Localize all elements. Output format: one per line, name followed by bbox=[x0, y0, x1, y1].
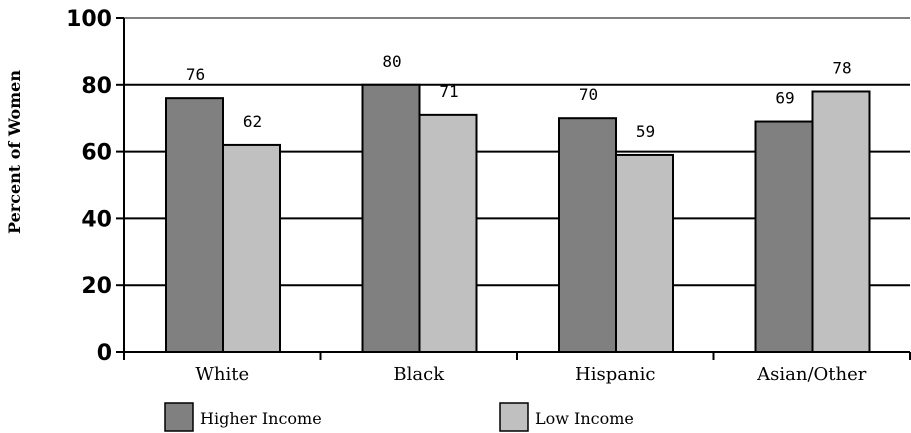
data-label: 70 bbox=[579, 85, 598, 104]
y-axis-label: Percent of Women bbox=[5, 70, 24, 234]
data-label: 76 bbox=[186, 65, 205, 84]
axes bbox=[116, 17, 911, 360]
y-tick-label: 40 bbox=[81, 207, 112, 232]
bars bbox=[165, 83, 871, 354]
legend-swatch bbox=[499, 402, 529, 432]
bar bbox=[615, 153, 674, 353]
legend-label: Low Income bbox=[535, 409, 634, 428]
x-tick-label: Hispanic bbox=[575, 364, 655, 385]
data-label: 59 bbox=[636, 122, 655, 141]
data-label: 62 bbox=[243, 112, 262, 131]
bar bbox=[754, 120, 814, 354]
bar bbox=[361, 83, 421, 354]
legend-swatch bbox=[164, 402, 194, 432]
labels: 0 20 40 60 80 100 76 62 White 80 71 Black 70 59 Hispan… bbox=[66, 7, 867, 385]
x-tick-label: Black bbox=[393, 364, 445, 385]
bar bbox=[558, 117, 617, 353]
data-label: 80 bbox=[382, 52, 401, 71]
legend-label: Higher Income bbox=[200, 409, 322, 428]
bar bbox=[165, 97, 224, 353]
y-tick-label: 100 bbox=[66, 7, 112, 32]
x-tick-label: Asian/Other bbox=[756, 364, 867, 385]
legend: Higher Income Low Income bbox=[164, 402, 634, 432]
data-label: 71 bbox=[439, 82, 458, 101]
y-tick-label: 60 bbox=[81, 141, 112, 166]
x-tick-label: White bbox=[195, 364, 249, 385]
data-label: 78 bbox=[832, 58, 851, 77]
bar bbox=[222, 143, 281, 353]
bar bbox=[418, 113, 478, 353]
y-tick-label: 20 bbox=[81, 274, 112, 299]
bar bbox=[811, 90, 871, 353]
y-tick-label: 80 bbox=[81, 74, 112, 99]
y-tick-label: 0 bbox=[97, 341, 112, 366]
data-label: 69 bbox=[775, 89, 794, 108]
